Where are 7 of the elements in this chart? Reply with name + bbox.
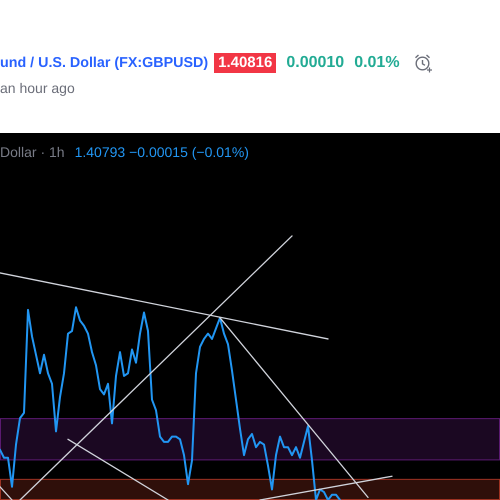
- text: 1.40816: [214, 52, 276, 72]
- text: 0.01%: [354, 54, 400, 72]
- chart-subtitle: an hour ago: [0, 80, 75, 96]
- chart-title: und / U.S. Dollar (FX:GBPUSD): [0, 54, 208, 70]
- text: 0.00010: [286, 54, 344, 72]
- text: 1.40793 −0.00015 (−0.01%): [74, 144, 249, 160]
- text: Dollar · 1h: [0, 144, 65, 160]
